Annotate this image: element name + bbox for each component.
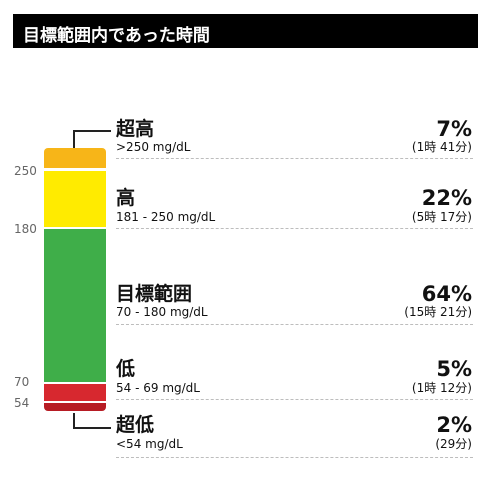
high-duration: (5時 17分) xyxy=(411,210,472,224)
bar-segment-low xyxy=(44,384,106,401)
very-high-percent: 7% xyxy=(436,117,472,141)
low-percent: 5% xyxy=(436,357,472,381)
target-duration: (15時 21分) xyxy=(404,305,472,319)
target-range: 70 - 180 mg/dL xyxy=(116,305,208,319)
high-range: 181 - 250 mg/dL xyxy=(116,210,216,224)
very-high-range: >250 mg/dL xyxy=(116,140,191,154)
very-low-duration: (29分) xyxy=(435,437,472,451)
low-duration: (1時 12分) xyxy=(411,381,472,395)
divider xyxy=(116,158,473,159)
very-low-percent: 2% xyxy=(436,413,472,437)
very-low-range: <54 mg/dL xyxy=(116,437,183,451)
target-label: 目標範囲 xyxy=(116,283,193,305)
bar-segment-very-low xyxy=(44,403,106,411)
page-title: 目標範囲内であった時間 xyxy=(23,26,210,46)
very-high-connector xyxy=(73,130,111,148)
title-bar: 目標範囲内であった時間 xyxy=(13,14,478,48)
low-range: 54 - 69 mg/dL xyxy=(116,381,200,395)
divider xyxy=(116,399,473,400)
divider xyxy=(116,324,473,325)
high-label: 高 xyxy=(116,187,136,209)
divider xyxy=(116,457,473,458)
very-low-connector xyxy=(73,413,111,429)
tick-label-54: 54 xyxy=(14,396,30,410)
target-percent: 64% xyxy=(421,282,472,306)
very-low-label: 超低 xyxy=(116,414,155,436)
tick-label-180: 180 xyxy=(14,222,37,236)
bar-segment-very-high xyxy=(44,148,106,168)
tick-label-250: 250 xyxy=(14,164,37,178)
very-high-duration: (1時 41分) xyxy=(411,140,472,154)
low-label: 低 xyxy=(116,358,136,380)
very-high-label: 超高 xyxy=(116,118,155,140)
bar-segment-target xyxy=(44,229,106,382)
bar-segment-high xyxy=(44,171,106,227)
divider xyxy=(116,228,473,229)
tick-label-70: 70 xyxy=(14,375,30,389)
high-percent: 22% xyxy=(421,186,472,210)
